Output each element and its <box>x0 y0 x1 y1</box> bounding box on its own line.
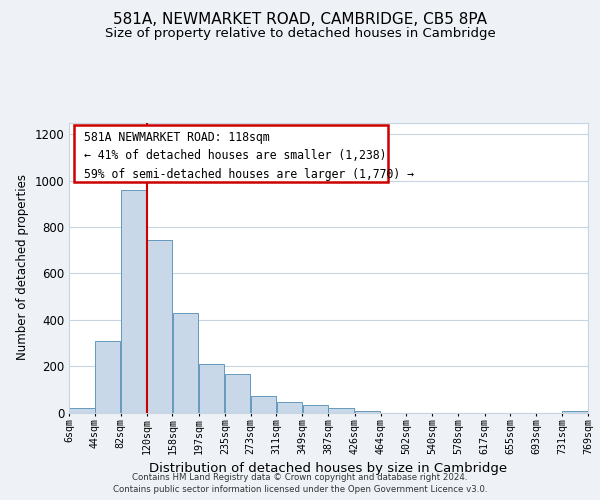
Bar <box>277 402 302 412</box>
Bar <box>173 312 198 412</box>
Bar <box>251 396 276 412</box>
Bar <box>199 364 224 412</box>
Bar <box>302 405 328 412</box>
Bar <box>121 190 146 412</box>
X-axis label: Distribution of detached houses by size in Cambridge: Distribution of detached houses by size … <box>149 462 508 475</box>
Text: Contains HM Land Registry data © Crown copyright and database right 2024.
Contai: Contains HM Land Registry data © Crown c… <box>113 472 487 494</box>
Bar <box>355 410 380 412</box>
Bar <box>147 240 172 412</box>
Text: 581A NEWMARKET ROAD: 118sqm
← 41% of detached houses are smaller (1,238)
59% of : 581A NEWMARKET ROAD: 118sqm ← 41% of det… <box>83 130 413 180</box>
Bar <box>329 408 353 412</box>
Bar <box>95 340 121 412</box>
Bar <box>225 374 250 412</box>
Text: 581A, NEWMARKET ROAD, CAMBRIDGE, CB5 8PA: 581A, NEWMARKET ROAD, CAMBRIDGE, CB5 8PA <box>113 12 487 28</box>
Y-axis label: Number of detached properties: Number of detached properties <box>16 174 29 360</box>
Bar <box>70 408 95 412</box>
Text: Size of property relative to detached houses in Cambridge: Size of property relative to detached ho… <box>104 28 496 40</box>
FancyBboxPatch shape <box>74 126 388 182</box>
Bar <box>562 410 587 412</box>
